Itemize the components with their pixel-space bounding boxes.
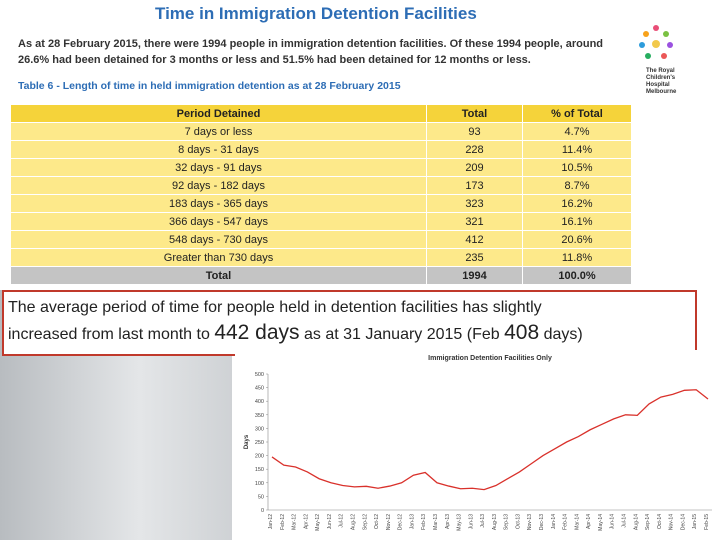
x-tick-label: Apr-13	[445, 514, 451, 529]
x-tick-label: Aug-12	[350, 514, 356, 530]
table: Period Detained Total% of Total 7 days or …	[10, 104, 632, 285]
header-row: Period Detained Total% of Total	[10, 104, 632, 123]
x-tick-label: Feb-12	[280, 514, 286, 530]
y-tick-label: 150	[255, 467, 264, 473]
table-cell: 16.1%	[522, 212, 632, 231]
x-tick-label: Jul-12	[339, 514, 345, 528]
x-tick-label: Jun-12	[327, 514, 333, 530]
x-tick-label: Feb-15	[704, 514, 710, 530]
table-cell: 412	[426, 230, 523, 249]
callout-highlight: 408	[504, 321, 540, 344]
table-row: Total 1994 100.0%	[10, 266, 632, 285]
table-cell: 235	[426, 248, 523, 267]
x-tick-label: Feb-14	[563, 514, 569, 530]
x-tick-label: Jul-14	[622, 514, 628, 528]
table-row: 548 days - 730 days 412 20.6%	[10, 230, 632, 249]
x-tick-label: Nov-12	[386, 514, 392, 530]
chart-background	[235, 350, 720, 540]
table-cell: 11.4%	[522, 140, 632, 159]
chart-title: Immigration Detention Facilities Only	[428, 355, 552, 362]
logo-line: Children's	[646, 75, 676, 81]
x-tick-label: Sep-13	[504, 514, 510, 530]
y-tick-label: 0	[261, 508, 264, 514]
intro: As at 28 February 2015, there were 1994 …	[18, 38, 604, 66]
y-tick-label: 100	[255, 481, 264, 487]
x-tick-label: Jul-13	[480, 514, 486, 528]
y-tick-label: 500	[255, 372, 264, 378]
y-axis-label: Days	[244, 434, 250, 449]
x-tick-label: Jun-13	[468, 514, 474, 530]
x-tick-label: Dec-14	[680, 514, 686, 530]
table-cell: 209	[426, 158, 523, 177]
logo-line: The Royal	[646, 68, 675, 74]
x-tick-label: May-13	[457, 514, 463, 531]
callout: The average period of time for people he…	[2, 290, 697, 356]
x-tick-label: Jun-14	[610, 514, 616, 530]
x-tick-label: Aug-13	[492, 514, 498, 530]
x-tick-label: May-14	[598, 514, 604, 531]
table-cell: 1994	[426, 266, 523, 285]
callout-text: The average period of time for people he…	[8, 299, 542, 316]
callout-text: increased from last month to	[8, 326, 215, 343]
callout-text: as at 31 January 2015 (Feb	[299, 326, 505, 343]
x-tick-label: Mar-12	[292, 514, 298, 530]
table-cell: 11.8%	[522, 248, 632, 267]
table-cell: 100.0%	[522, 266, 632, 285]
table-cell: Greater than 730 days	[10, 248, 427, 267]
title: Time in Immigration Detention Facilities	[155, 4, 477, 23]
x-tick-label: Oct-13	[515, 514, 521, 529]
y-tick-label: 300	[255, 426, 264, 432]
x-tick-label: Sep-14	[645, 514, 651, 530]
x-tick-label: Aug-14	[633, 514, 639, 530]
x-tick-label: Oct-12	[374, 514, 380, 529]
table-cell: 228	[426, 140, 523, 159]
y-tick-label: 50	[258, 494, 264, 500]
table-row: Greater than 730 days 235 11.8%	[10, 248, 632, 267]
callout-text: days)	[539, 326, 583, 343]
x-tick-label: Nov-13	[527, 514, 533, 530]
x-tick-label: Sep-12	[362, 514, 368, 530]
table-row: 183 days - 365 days 323 16.2%	[10, 194, 632, 213]
table-cell: 183 days - 365 days	[10, 194, 427, 213]
x-tick-label: Nov-14	[669, 514, 675, 530]
table-caption: Table 6 - Length of time in held immigra…	[18, 80, 401, 92]
x-tick-label: Mar-13	[433, 514, 439, 530]
y-tick-label: 450	[255, 386, 264, 392]
header-cell: Period Detained	[10, 104, 427, 123]
x-tick-label: Dec-13	[539, 514, 545, 530]
y-tick-label: 250	[255, 440, 264, 446]
x-tick-label: Jan-14	[551, 514, 557, 530]
y-tick-label: 200	[255, 454, 264, 460]
data-line	[271, 389, 709, 491]
logo-icon	[639, 25, 673, 59]
table-row: 32 days - 91 days 209 10.5%	[10, 158, 632, 177]
x-tick-label: Apr-12	[303, 514, 309, 529]
logo-line: Hospital	[646, 82, 670, 88]
logo-line: Melbourne	[646, 89, 677, 95]
table-cell: 8.7%	[522, 176, 632, 195]
table-row: 7 days or less 93 4.7%	[10, 122, 632, 141]
x-tick-label: May-12	[315, 514, 321, 531]
callout-highlight: 442 days	[214, 321, 300, 344]
x-tick-label: Apr-14	[586, 514, 592, 529]
x-tick-label: Mar-14	[574, 514, 580, 530]
y-tick-label: 400	[255, 399, 264, 405]
header-cell: % of Total	[522, 104, 632, 123]
x-tick-label: Jan-12	[268, 514, 274, 530]
x-tick-label: Dec-12	[398, 514, 404, 530]
table-cell: 323	[426, 194, 523, 213]
header-cell: Total	[426, 104, 523, 123]
table-cell: 173	[426, 176, 523, 195]
logo-text: The Royal Children's Hospital Melbourne	[646, 68, 676, 96]
table-cell: 4.7%	[522, 122, 632, 141]
y-tick-label: 350	[255, 413, 264, 419]
x-tick-label: Oct-14	[657, 514, 663, 529]
x-tick-label: Jan-13	[409, 514, 415, 530]
table-cell: 20.6%	[522, 230, 632, 249]
x-tick-label: Jan-15	[692, 514, 698, 530]
x-tick-label: Feb-13	[421, 514, 427, 530]
table-cell: 10.5%	[522, 158, 632, 177]
